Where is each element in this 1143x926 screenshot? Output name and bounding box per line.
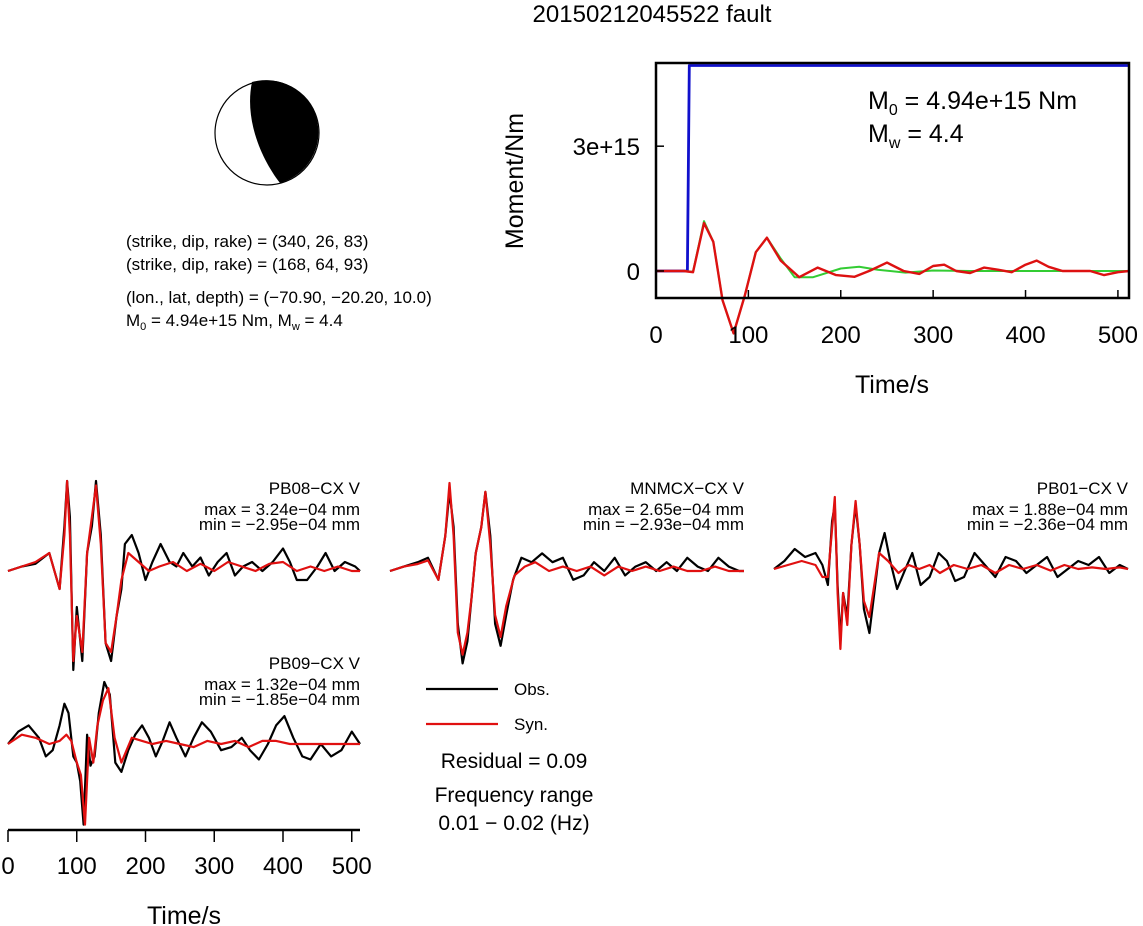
- observed-waveform: [7, 680, 361, 826]
- moment-plot-lines: [656, 64, 1130, 335]
- waveform-xtick-label: 0: [1, 853, 14, 880]
- moment-ytick-label: 0: [627, 259, 640, 286]
- moment-mw-annotation: Mw = 4.4: [868, 120, 964, 152]
- legend: Obs. Syn.: [426, 680, 550, 734]
- moment-xtick-label: 100: [728, 322, 768, 349]
- station-min: min = −2.95e−04 mm: [199, 515, 360, 534]
- beachball: [214, 80, 320, 186]
- nodal-plane-2: (strike, dip, rake) = (168, 64, 93): [126, 255, 368, 274]
- waveform-time-axis: Time/s 0 100 200 300 400 500: [1, 828, 372, 926]
- station-max: max = 1.32e−04 mm: [204, 675, 360, 694]
- beachball-compressional-quadrant: [250, 80, 319, 183]
- waveform-xtick-label: 500: [332, 853, 372, 880]
- moment-xtick-label: 500: [1098, 322, 1138, 349]
- station-min: min = −2.93e−04 mm: [583, 515, 744, 534]
- residual-text: Residual = 0.09: [441, 750, 588, 773]
- moment-ytick-label: 3e+15: [573, 134, 640, 161]
- waveform-xtick-label: 300: [194, 853, 234, 880]
- frequency-title: Frequency range: [435, 784, 594, 807]
- waveform-xlabel: Time/s: [147, 902, 221, 926]
- station-max: max = 1.88e−04 mm: [972, 500, 1128, 519]
- station-name: PB08−CX V: [269, 479, 361, 498]
- moment-xtick-label: 200: [821, 322, 861, 349]
- station-max: max = 3.24e−04 mm: [204, 500, 360, 519]
- synthetic-waveform: [389, 481, 744, 656]
- moment-magnitude-line: M0 = 4.94e+15 Nm, Mw = 4.4: [126, 311, 343, 333]
- station-name: PB01−CX V: [1037, 479, 1129, 498]
- legend-obs-label: Obs.: [514, 680, 550, 699]
- moment-rate-observed-line: [656, 221, 1130, 335]
- station-name: MNMCX−CX V: [630, 479, 744, 498]
- waveform-xtick-label: 100: [57, 853, 97, 880]
- moment-ylabel: Moment/Nm: [501, 113, 529, 249]
- synthetic-waveform: [7, 687, 360, 826]
- location-depth: (lon., lat, depth) = (−70.90, −20.20, 10…: [126, 288, 432, 307]
- legend-syn-label: Syn.: [514, 715, 548, 734]
- moment-y-ticks: 0 3e+15: [573, 134, 664, 286]
- nodal-plane-1: (strike, dip, rake) = (340, 26, 83): [126, 232, 368, 251]
- moment-xlabel: Time/s: [855, 371, 929, 399]
- figure-title: 20150212045522 fault: [533, 1, 772, 28]
- synthetic-waveform: [773, 495, 1129, 651]
- mechanism-info: (strike, dip, rake) = (340, 26, 83) (str…: [126, 232, 432, 333]
- moment-x-ticks: 0 100 200 300 400 500: [649, 290, 1138, 349]
- frequency-value: 0.01 − 0.02 (Hz): [438, 812, 589, 835]
- synthetic-waveform: [7, 479, 360, 663]
- moment-m0-annotation: M0 = 4.94e+15 Nm: [868, 87, 1077, 119]
- moment-xtick-label: 300: [913, 322, 953, 349]
- station-min: min = −2.36e−04 mm: [967, 515, 1128, 534]
- station-max: max = 2.65e−04 mm: [588, 500, 744, 519]
- station-name: PB09−CX V: [269, 654, 361, 673]
- waveform-xtick-label: 400: [263, 853, 303, 880]
- moment-plot: 0 100 200 300 400 500 0 3e+15 Moment/Nm Time/s…: [501, 61, 1138, 399]
- moment-xtick-label: 0: [649, 322, 662, 349]
- waveform-xtick-label: 200: [125, 853, 165, 880]
- moment-plot-frame: [654, 61, 1131, 300]
- moment-xtick-label: 400: [1006, 322, 1046, 349]
- station-min: min = −1.85e−04 mm: [199, 690, 360, 709]
